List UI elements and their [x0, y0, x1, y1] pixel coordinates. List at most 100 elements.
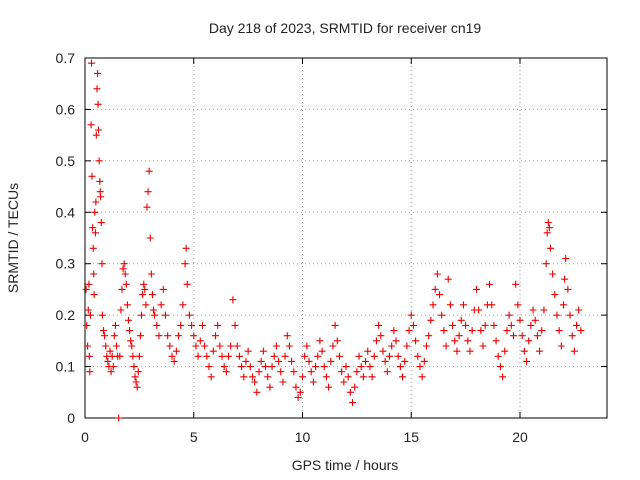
data-point	[544, 219, 552, 227]
data-point	[113, 342, 121, 350]
data-point	[179, 301, 187, 309]
data-point	[325, 383, 333, 391]
data-point	[135, 352, 143, 360]
data-point	[496, 363, 504, 371]
data-point	[327, 357, 335, 365]
data-point	[536, 347, 544, 355]
data-point	[436, 291, 444, 299]
data-point	[468, 327, 476, 335]
data-point	[296, 388, 304, 396]
data-point	[242, 357, 250, 365]
data-point	[477, 327, 485, 335]
data-point	[207, 373, 215, 381]
data-point	[259, 347, 267, 355]
data-point	[151, 311, 159, 319]
data-point	[192, 342, 200, 350]
data-point	[318, 347, 326, 355]
data-point	[370, 352, 378, 360]
data-point	[494, 352, 502, 360]
data-point	[170, 357, 178, 365]
data-point	[220, 363, 228, 371]
data-point	[457, 316, 465, 324]
data-point	[555, 327, 563, 335]
data-point	[368, 373, 376, 381]
data-point	[145, 167, 153, 175]
data-point	[425, 332, 433, 340]
data-point	[459, 301, 467, 309]
data-point	[182, 244, 190, 252]
data-point	[155, 332, 163, 340]
data-point	[444, 275, 452, 283]
data-point	[82, 285, 90, 293]
data-point	[235, 352, 243, 360]
data-point	[218, 352, 226, 360]
data-point	[551, 291, 559, 299]
data-point	[499, 373, 507, 381]
data-point	[89, 224, 97, 232]
data-point	[453, 347, 461, 355]
data-point	[540, 306, 548, 314]
data-point	[353, 368, 361, 376]
data-point	[464, 337, 472, 345]
data-point	[314, 352, 322, 360]
data-point	[102, 342, 110, 350]
data-point	[185, 311, 193, 319]
data-point	[266, 383, 274, 391]
data-point	[344, 373, 352, 381]
data-point	[420, 357, 428, 365]
data-point	[527, 321, 535, 329]
data-point	[122, 280, 130, 288]
data-point	[573, 321, 581, 329]
data-point	[268, 363, 276, 371]
data-point	[127, 337, 135, 345]
data-point	[147, 270, 155, 278]
data-point	[283, 332, 291, 340]
data-point	[92, 198, 100, 206]
data-point	[227, 342, 235, 350]
data-point	[104, 357, 112, 365]
data-point	[205, 363, 213, 371]
data-point	[188, 321, 196, 329]
data-point	[150, 306, 158, 314]
data-point	[255, 368, 263, 376]
data-point	[533, 332, 541, 340]
y-tick-label: 0.2	[56, 307, 76, 323]
data-point	[372, 337, 380, 345]
data-point	[396, 363, 404, 371]
data-point	[577, 327, 585, 335]
data-point	[146, 234, 154, 242]
data-point	[270, 352, 278, 360]
data-point	[85, 352, 93, 360]
data-point	[111, 321, 119, 329]
data-point	[126, 327, 134, 335]
data-point	[107, 368, 115, 376]
data-point	[292, 383, 300, 391]
data-point	[240, 373, 248, 381]
data-point	[346, 388, 354, 396]
data-point	[231, 321, 239, 329]
data-point	[546, 244, 554, 252]
data-point	[229, 296, 237, 304]
data-point	[275, 357, 283, 365]
data-point	[299, 373, 306, 381]
x-tick-label: 15	[403, 429, 419, 445]
data-point	[99, 327, 107, 335]
data-point	[89, 244, 97, 252]
data-point	[294, 393, 302, 401]
data-point	[383, 368, 391, 376]
data-point	[488, 301, 496, 309]
data-point	[281, 352, 289, 360]
data-point	[84, 306, 92, 314]
data-point	[88, 172, 96, 180]
data-point	[329, 342, 337, 350]
data-point	[83, 321, 91, 329]
data-point	[473, 285, 480, 293]
data-point	[316, 337, 324, 345]
data-point	[288, 357, 296, 365]
data-point	[181, 260, 189, 268]
data-point	[553, 311, 561, 319]
y-tick-label: 0	[67, 410, 75, 426]
data-point	[446, 301, 454, 309]
data-point	[518, 332, 526, 340]
data-point	[355, 352, 363, 360]
